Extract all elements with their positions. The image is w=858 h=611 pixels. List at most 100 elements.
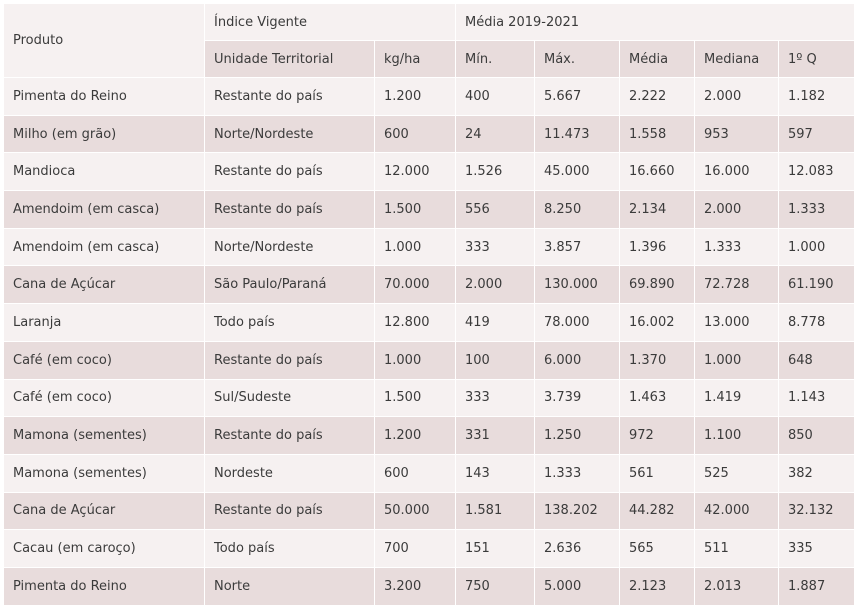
table-row: Laranja Todo país 12.800 419 78.000 16.0… — [3, 303, 855, 342]
cell-kg-ha: 12.800 — [374, 303, 456, 342]
header-unidade-territorial: Unidade Territorial — [204, 40, 375, 78]
cell-q1: 382 — [778, 453, 855, 493]
cell-min: 750 — [455, 566, 535, 606]
table-row: Milho (em grão) Norte/Nordeste 600 24 11… — [3, 114, 855, 154]
cell-unidade: Restante do país — [204, 77, 375, 116]
cell-media: 1.463 — [619, 378, 695, 418]
cell-q1: 32.132 — [778, 491, 855, 531]
header-min: Mín. — [455, 40, 535, 78]
cell-mediana: 1.419 — [694, 378, 779, 418]
cell-unidade: Sul/Sudeste — [204, 378, 375, 418]
cell-max: 3.739 — [534, 378, 620, 418]
cell-kg-ha: 1.000 — [374, 227, 456, 267]
cell-kg-ha: 1.200 — [374, 77, 456, 116]
cell-max: 8.250 — [534, 190, 620, 229]
cell-min: 2.000 — [455, 265, 535, 305]
header-media-periodo: Média 2019-2021 — [455, 3, 855, 41]
cell-q1: 8.778 — [778, 303, 855, 342]
table-row: Pimenta do Reino Norte 3.200 750 5.000 2… — [3, 566, 855, 606]
cell-max: 5.667 — [534, 77, 620, 116]
cell-kg-ha: 1.000 — [374, 340, 456, 380]
cell-kg-ha: 70.000 — [374, 265, 456, 305]
cell-mediana: 13.000 — [694, 303, 779, 342]
cell-max: 6.000 — [534, 340, 620, 380]
table-row: Amendoim (em casca) Norte/Nordeste 1.000… — [3, 227, 855, 267]
cell-mediana: 511 — [694, 529, 779, 568]
cell-q1: 61.190 — [778, 265, 855, 305]
cell-q1: 12.083 — [778, 152, 855, 192]
cell-min: 400 — [455, 77, 535, 116]
cell-min: 151 — [455, 529, 535, 568]
table-row: Cacau (em caroço) Todo país 700 151 2.63… — [3, 529, 855, 568]
cell-produto: Amendoim (em casca) — [3, 190, 205, 229]
cell-max: 78.000 — [534, 303, 620, 342]
cell-produto: Milho (em grão) — [3, 114, 205, 154]
cell-produto: Amendoim (em casca) — [3, 227, 205, 267]
cell-unidade: Restante do país — [204, 416, 375, 455]
cell-q1: 335 — [778, 529, 855, 568]
cell-mediana: 72.728 — [694, 265, 779, 305]
cell-mediana: 1.000 — [694, 340, 779, 380]
cell-kg-ha: 12.000 — [374, 152, 456, 192]
cell-kg-ha: 1.500 — [374, 378, 456, 418]
cell-max: 2.636 — [534, 529, 620, 568]
cell-kg-ha: 600 — [374, 114, 456, 154]
cell-min: 331 — [455, 416, 535, 455]
cell-kg-ha: 600 — [374, 453, 456, 493]
cell-min: 556 — [455, 190, 535, 229]
cell-max: 138.202 — [534, 491, 620, 531]
cell-min: 419 — [455, 303, 535, 342]
cell-q1: 850 — [778, 416, 855, 455]
cell-q1: 648 — [778, 340, 855, 380]
table-body: Pimenta do Reino Restante do país 1.200 … — [3, 77, 855, 606]
table-row: Café (em coco) Restante do país 1.000 10… — [3, 340, 855, 380]
cell-mediana: 2.000 — [694, 190, 779, 229]
cell-q1: 1.182 — [778, 77, 855, 116]
cell-media: 972 — [619, 416, 695, 455]
cell-max: 1.250 — [534, 416, 620, 455]
cell-media: 16.660 — [619, 152, 695, 192]
cell-media: 1.396 — [619, 227, 695, 267]
cell-produto: Mamona (sementes) — [3, 453, 205, 493]
table-row: Mamona (sementes) Nordeste 600 143 1.333… — [3, 453, 855, 493]
cell-min: 143 — [455, 453, 535, 493]
cell-mediana: 1.100 — [694, 416, 779, 455]
cell-produto: Cacau (em caroço) — [3, 529, 205, 568]
cell-min: 333 — [455, 378, 535, 418]
table-row: Cana de Açúcar São Paulo/Paraná 70.000 2… — [3, 265, 855, 305]
cell-min: 24 — [455, 114, 535, 154]
header-row-top: Produto Índice Vigente Média 2019-2021 — [3, 3, 855, 78]
header-kg-ha: kg/ha — [374, 40, 456, 78]
header-media: Média — [619, 40, 695, 78]
cell-mediana: 42.000 — [694, 491, 779, 531]
cell-unidade: Restante do país — [204, 340, 375, 380]
cell-mediana: 1.333 — [694, 227, 779, 267]
cell-media: 69.890 — [619, 265, 695, 305]
cell-unidade: Todo país — [204, 529, 375, 568]
cell-produto: Pimenta do Reino — [3, 77, 205, 116]
table-row: Pimenta do Reino Restante do país 1.200 … — [3, 77, 855, 116]
cell-max: 45.000 — [534, 152, 620, 192]
cell-mediana: 953 — [694, 114, 779, 154]
cell-max: 5.000 — [534, 566, 620, 606]
cell-produto: Cana de Açúcar — [3, 491, 205, 531]
cell-kg-ha: 50.000 — [374, 491, 456, 531]
cell-q1: 1.000 — [778, 227, 855, 267]
cell-mediana: 16.000 — [694, 152, 779, 192]
cell-min: 1.581 — [455, 491, 535, 531]
header-q1: 1º Q — [778, 40, 855, 78]
cell-kg-ha: 3.200 — [374, 566, 456, 606]
header-row-bottom: Unidade Territorial kg/ha Mín. Máx. Médi… — [4, 40, 855, 78]
cell-mediana: 2.013 — [694, 566, 779, 606]
table-row: Amendoim (em casca) Restante do país 1.5… — [3, 190, 855, 229]
cell-max: 130.000 — [534, 265, 620, 305]
cell-mediana: 525 — [694, 453, 779, 493]
table-row: Mamona (sementes) Restante do país 1.200… — [3, 416, 855, 455]
productivity-table: Produto Índice Vigente Média 2019-2021 U… — [3, 3, 855, 606]
cell-media: 2.222 — [619, 77, 695, 116]
cell-unidade: Norte/Nordeste — [204, 227, 375, 267]
cell-media: 1.370 — [619, 340, 695, 380]
cell-kg-ha: 1.200 — [374, 416, 456, 455]
cell-kg-ha: 700 — [374, 529, 456, 568]
cell-produto: Cana de Açúcar — [3, 265, 205, 305]
